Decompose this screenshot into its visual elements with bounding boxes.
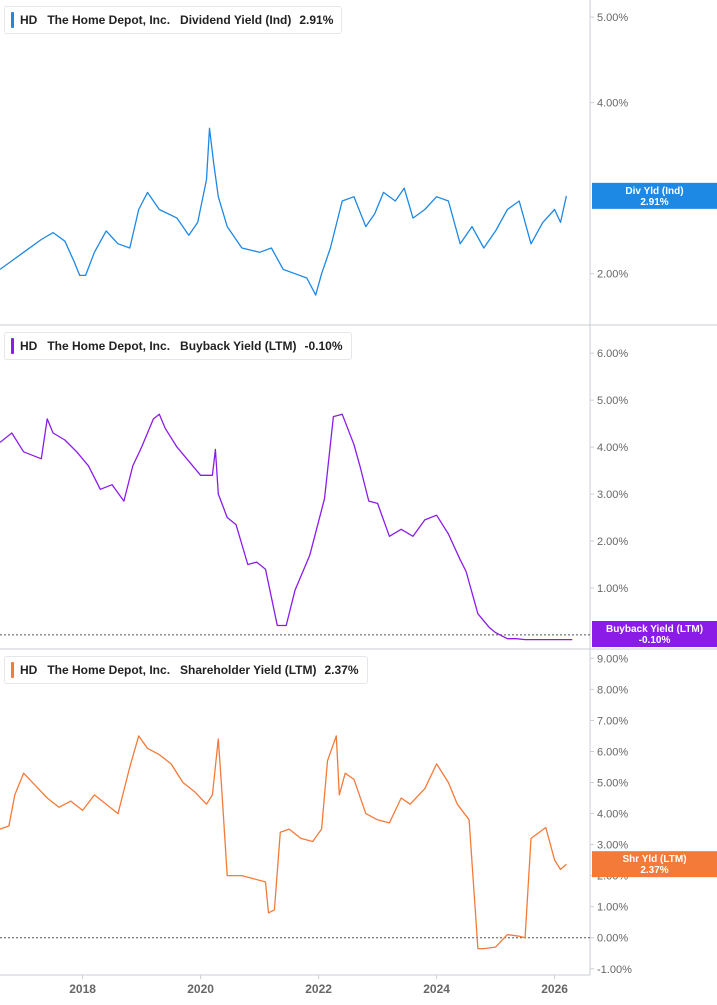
y-tick-label: 1.00% <box>597 902 628 914</box>
value-badge-label: Div Yld (Ind) <box>625 186 683 197</box>
company-name: The Home Depot, Inc. <box>47 339 171 353</box>
x-tick-label: 2020 <box>187 982 214 996</box>
series-line-2 <box>0 735 567 950</box>
value-badge <box>592 851 717 878</box>
x-tick-label: 2022 <box>305 982 332 996</box>
y-tick-label: 6.00% <box>597 348 628 360</box>
legend-panel-2: HD The Home Depot, Inc. Shareholder Yiel… <box>4 656 368 684</box>
y-tick-label: -1.00% <box>597 964 632 976</box>
y-tick-label: 5.00% <box>597 778 628 790</box>
value-badge-label: Buyback Yield (LTM) <box>606 624 703 635</box>
value-badge-value: 2.91% <box>640 197 668 208</box>
legend-panel-0: HD The Home Depot, Inc. Dividend Yield (… <box>4 6 343 34</box>
ticker-label: HD <box>20 13 38 27</box>
value-badge-value: 2.37% <box>640 865 668 876</box>
value-badge-label: Shr Yld (LTM) <box>622 854 686 865</box>
y-tick-label: 3.00% <box>597 489 628 501</box>
metric-value: 2.37% <box>324 663 359 677</box>
legend-panel-1: HD The Home Depot, Inc. Buyback Yield (L… <box>4 332 352 360</box>
y-tick-label: 4.00% <box>597 809 628 821</box>
y-tick-label: 6.00% <box>597 746 628 758</box>
y-tick-label: 8.00% <box>597 684 628 696</box>
x-tick-label: 2024 <box>423 982 450 996</box>
metric-name: Shareholder Yield (LTM) <box>180 663 317 677</box>
metric-name: Dividend Yield (Ind) <box>180 13 292 27</box>
y-tick-label: 9.00% <box>597 653 628 665</box>
value-badge-value: -0.10% <box>639 635 671 646</box>
y-tick-label: 3.00% <box>597 840 628 852</box>
x-tick-label: 2018 <box>69 982 96 996</box>
series-swatch <box>11 662 14 678</box>
y-tick-label: 2.00% <box>597 536 628 548</box>
series-line-1 <box>0 413 573 641</box>
ticker-label: HD <box>20 339 38 353</box>
y-tick-label: 7.00% <box>597 715 628 727</box>
x-tick-label: 2026 <box>541 982 568 996</box>
metric-value: -0.10% <box>304 339 343 353</box>
metric-name: Buyback Yield (LTM) <box>180 339 297 353</box>
ticker-label: HD <box>20 663 38 677</box>
y-tick-label: 2.00% <box>597 269 628 281</box>
y-tick-label: 5.00% <box>597 12 628 24</box>
series-swatch <box>11 12 14 28</box>
series-swatch <box>11 338 14 354</box>
series-line-0 <box>0 127 568 296</box>
y-tick-label: 5.00% <box>597 395 628 407</box>
value-badge <box>592 182 717 209</box>
y-tick-label: 4.00% <box>597 442 628 454</box>
y-tick-label: 0.00% <box>597 933 628 945</box>
value-badge <box>592 621 717 647</box>
y-tick-label: 1.00% <box>597 583 628 595</box>
company-name: The Home Depot, Inc. <box>47 13 171 27</box>
company-name: The Home Depot, Inc. <box>47 663 171 677</box>
metric-value: 2.91% <box>299 13 334 27</box>
y-tick-label: 4.00% <box>597 98 628 110</box>
